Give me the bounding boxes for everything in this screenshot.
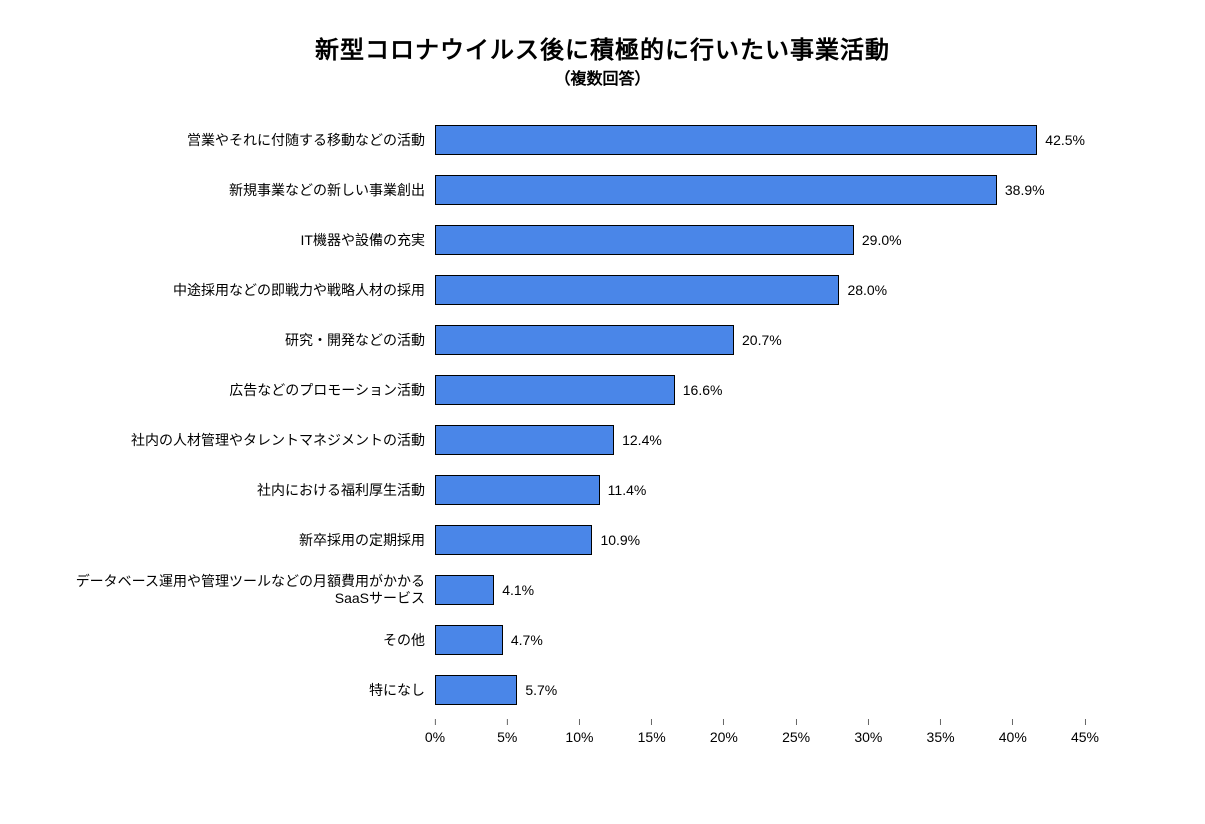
x-axis-tick-label: 45% [1071, 729, 1099, 745]
x-axis-tick: 15% [638, 719, 666, 745]
bar-label: 中途採用などの即戦力や戦略人材の採用 [60, 282, 435, 299]
x-axis-tick: 5% [497, 719, 517, 745]
chart-subtitle: （複数回答） [60, 65, 1145, 89]
x-axis: 0%5%10%15%20%25%30%35%40%45% [435, 719, 1085, 759]
bar-label: 新卒採用の定期採用 [60, 532, 435, 549]
chart-container: 新型コロナウイルス後に積極的に行いたい事業活動 （複数回答） 営業やそれに付随す… [0, 0, 1205, 824]
x-axis-tick-mark [579, 719, 580, 725]
bar-value-label: 28.0% [839, 282, 887, 298]
x-axis-tick: 20% [710, 719, 738, 745]
x-axis-tick-mark [651, 719, 652, 725]
x-axis-tick: 0% [425, 719, 445, 745]
bar-value-label: 4.1% [494, 582, 534, 598]
x-axis-tick: 25% [782, 719, 810, 745]
bar-value-label: 38.9% [997, 182, 1045, 198]
bar [435, 525, 592, 555]
bar-row: 中途採用などの即戦力や戦略人材の採用28.0% [435, 275, 1085, 305]
bar [435, 675, 517, 705]
bar-label: IT機器や設備の充実 [60, 232, 435, 249]
bar-row: 社内における福利厚生活動11.4% [435, 475, 1085, 505]
bar-value-label: 42.5% [1037, 132, 1085, 148]
bar-label: 営業やそれに付随する移動などの活動 [60, 132, 435, 149]
x-axis-tick-label: 10% [565, 729, 593, 745]
bar [435, 475, 600, 505]
chart-title: 新型コロナウイルス後に積極的に行いたい事業活動 [60, 30, 1145, 65]
x-axis-tick-mark [434, 719, 435, 725]
bar [435, 375, 675, 405]
x-axis-tick-label: 40% [999, 729, 1027, 745]
bar-label: 特になし [60, 682, 435, 699]
bar [435, 625, 503, 655]
bar-value-label: 12.4% [614, 432, 662, 448]
bar [435, 275, 839, 305]
bar-row: 新規事業などの新しい事業創出38.9% [435, 175, 1085, 205]
x-axis-tick-label: 0% [425, 729, 445, 745]
x-axis-tick-mark [723, 719, 724, 725]
bar-row: データベース運用や管理ツールなどの月額費用がかかるSaaSサービス4.1% [435, 575, 1085, 605]
bar-row: 営業やそれに付随する移動などの活動42.5% [435, 125, 1085, 155]
x-axis-tick: 30% [854, 719, 882, 745]
x-axis-tick-label: 25% [782, 729, 810, 745]
bar-row: 特になし5.7% [435, 675, 1085, 705]
x-axis-tick-label: 35% [927, 729, 955, 745]
x-axis-tick-mark [1012, 719, 1013, 725]
bar-row: 社内の人材管理やタレントマネジメントの活動12.4% [435, 425, 1085, 455]
x-axis-tick-mark [507, 719, 508, 725]
x-axis-tick: 35% [927, 719, 955, 745]
bar-label: 研究・開発などの活動 [60, 332, 435, 349]
x-axis-tick: 10% [565, 719, 593, 745]
x-axis-tick-label: 5% [497, 729, 517, 745]
bar-row: IT機器や設備の充実29.0% [435, 225, 1085, 255]
bar-label: 新規事業などの新しい事業創出 [60, 182, 435, 199]
x-axis-tick-mark [796, 719, 797, 725]
x-axis-tick-mark [868, 719, 869, 725]
x-axis-tick-label: 20% [710, 729, 738, 745]
bar [435, 125, 1037, 155]
bar-value-label: 10.9% [592, 532, 640, 548]
x-axis-tick: 40% [999, 719, 1027, 745]
bar [435, 425, 614, 455]
bar-label: 社内の人材管理やタレントマネジメントの活動 [60, 432, 435, 449]
x-axis-tick-label: 30% [854, 729, 882, 745]
bar-row: 研究・開発などの活動20.7% [435, 325, 1085, 355]
bar-row: 新卒採用の定期採用10.9% [435, 525, 1085, 555]
bars-region: 営業やそれに付随する移動などの活動42.5% 新規事業などの新しい事業創出38.9… [435, 119, 1085, 719]
bar-label: データベース運用や管理ツールなどの月額費用がかかるSaaSサービス [60, 573, 435, 607]
bar-row: 広告などのプロモーション活動16.6% [435, 375, 1085, 405]
bar-value-label: 4.7% [503, 632, 543, 648]
x-axis-tick-mark [940, 719, 941, 725]
plot-area: 営業やそれに付随する移動などの活動42.5% 新規事業などの新しい事業創出38.9… [435, 119, 1085, 759]
x-axis-tick-label: 15% [638, 729, 666, 745]
bar-value-label: 11.4% [600, 482, 647, 498]
bar-value-label: 5.7% [517, 682, 557, 698]
bar-value-label: 29.0% [854, 232, 902, 248]
bar-value-label: 20.7% [734, 332, 782, 348]
bar [435, 225, 854, 255]
bar [435, 175, 997, 205]
x-axis-tick: 45% [1071, 719, 1099, 745]
bar [435, 325, 734, 355]
bar-label: その他 [60, 632, 435, 649]
bar [435, 575, 494, 605]
bar-value-label: 16.6% [675, 382, 723, 398]
bar-label: 広告などのプロモーション活動 [60, 382, 435, 399]
bar-row: その他4.7% [435, 625, 1085, 655]
x-axis-tick-mark [1085, 719, 1086, 725]
bar-label: 社内における福利厚生活動 [60, 482, 435, 499]
